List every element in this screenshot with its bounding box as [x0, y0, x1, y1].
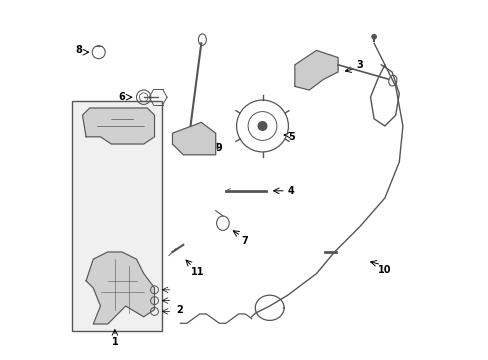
Polygon shape: [82, 108, 154, 144]
Circle shape: [371, 35, 375, 39]
Polygon shape: [294, 50, 337, 90]
Text: 11: 11: [190, 267, 204, 277]
Text: 5: 5: [287, 132, 294, 142]
Text: 3: 3: [356, 60, 362, 70]
Circle shape: [258, 122, 266, 130]
Text: 1: 1: [111, 337, 118, 347]
Text: 9: 9: [216, 143, 222, 153]
Polygon shape: [86, 252, 154, 324]
Polygon shape: [172, 122, 215, 155]
Text: 4: 4: [287, 186, 294, 196]
Bar: [72, 101, 162, 331]
Text: 10: 10: [377, 265, 391, 275]
Text: 7: 7: [241, 236, 247, 246]
Text: 6: 6: [119, 92, 125, 102]
Text: 2: 2: [176, 305, 183, 315]
Text: 8: 8: [75, 45, 82, 55]
